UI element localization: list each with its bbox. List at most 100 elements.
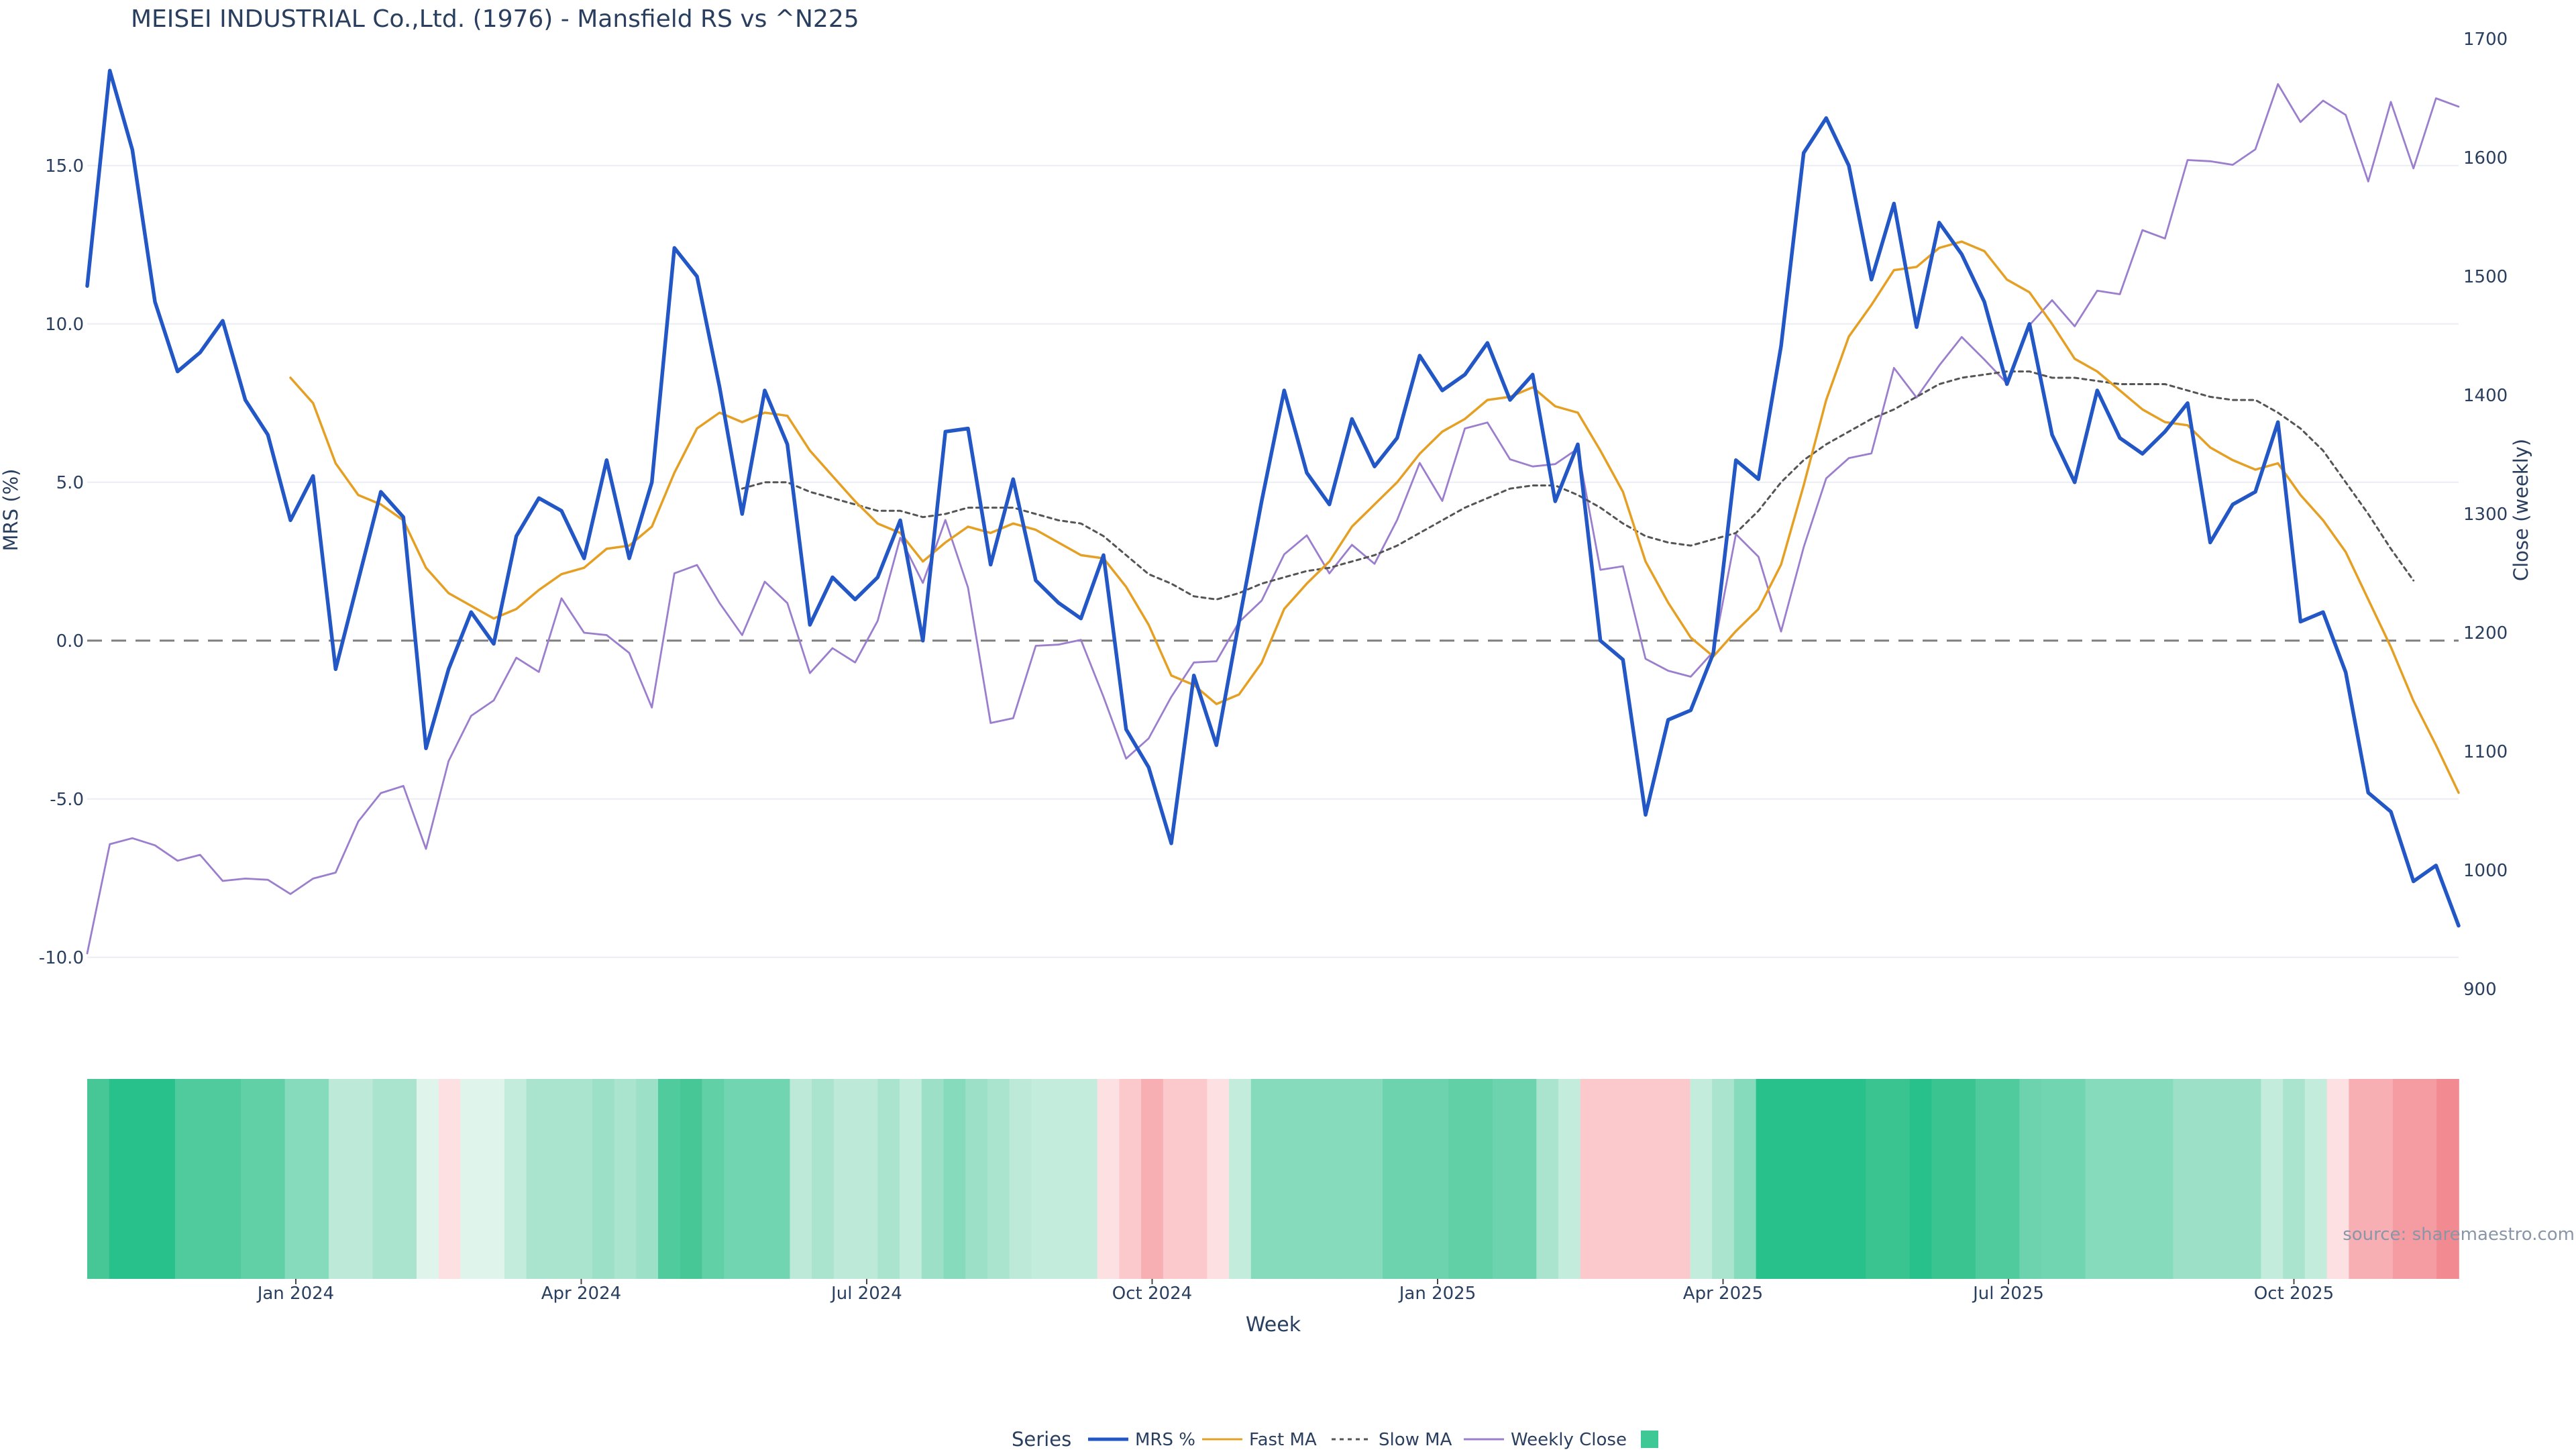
- heat-cell: [1097, 1079, 1120, 1279]
- x-tick-label: Jul 2024: [830, 1284, 902, 1304]
- heat-cell: [1426, 1079, 1450, 1279]
- x-tick-label: Jan 2024: [256, 1284, 335, 1304]
- heat-cell: [482, 1079, 505, 1279]
- heat-cell: [592, 1079, 615, 1279]
- heat-cell: [1360, 1079, 1383, 1279]
- heat-cell: [504, 1079, 527, 1279]
- heat-cell: [767, 1079, 791, 1279]
- heat-cell: [174, 1079, 198, 1279]
- left-tick-label: -5.0: [50, 790, 84, 810]
- x-tick-label: Oct 2024: [1112, 1284, 1192, 1304]
- heat-cell: [1712, 1079, 1735, 1279]
- heat-cell: [1273, 1079, 1296, 1279]
- heat-cell: [2261, 1079, 2284, 1279]
- heat-cell: [1624, 1079, 1647, 1279]
- heat-cell: [1383, 1079, 1405, 1279]
- heat-cell: [1931, 1079, 1954, 1279]
- left-tick-label: 0.0: [56, 631, 84, 652]
- x-tick-label: Oct 2025: [2254, 1284, 2334, 1304]
- heat-strip: [87, 1079, 2459, 1279]
- heat-cell: [2085, 1079, 2108, 1279]
- source-note: source: sharemaestro.com: [2343, 1225, 2575, 1245]
- heat-cell: [460, 1079, 483, 1279]
- right-tick-label: 1400: [2463, 386, 2508, 406]
- heat-cell: [1953, 1079, 1976, 1279]
- series-line-fast-ma: [289, 240, 2460, 794]
- heat-cell: [1492, 1079, 1515, 1279]
- heat-cell: [614, 1079, 637, 1279]
- heat-cell: [2019, 1079, 2042, 1279]
- legend-title: Series: [1012, 1428, 1071, 1449]
- heat-cell: [1404, 1079, 1428, 1279]
- heat-cell: [2392, 1079, 2416, 1279]
- heat-cell: [1536, 1079, 1559, 1279]
- heat-cell: [394, 1079, 417, 1279]
- heat-cell: [1975, 1079, 1998, 1279]
- heat-cell: [2283, 1079, 2306, 1279]
- right-tick-label: 1500: [2463, 267, 2508, 287]
- heat-cell: [197, 1079, 220, 1279]
- series-line-weekly-close: [86, 83, 2460, 955]
- heat-cell: [1250, 1079, 1274, 1279]
- right-tick-label: 1100: [2463, 742, 2508, 762]
- heat-cell: [570, 1079, 593, 1279]
- legend-label-weekly-close: Weekly Close: [1511, 1430, 1627, 1449]
- heat-cell: [1053, 1079, 1076, 1279]
- heat-cell: [2304, 1079, 2328, 1279]
- heat-cell: [790, 1079, 812, 1279]
- heat-cell: [1075, 1079, 1098, 1279]
- heat-cell: [2151, 1079, 2174, 1279]
- legend-items: MRS % Fast MA Slow MA Weekly Close: [1088, 1430, 1658, 1450]
- heat-cell: [965, 1079, 988, 1279]
- x-tick-label: Jul 2025: [1972, 1284, 2044, 1304]
- x-axis-label: Week: [1246, 1313, 1301, 1337]
- heat-cell: [262, 1079, 286, 1279]
- heat-cell: [833, 1079, 857, 1279]
- heat-cell: [307, 1079, 329, 1279]
- heat-cell: [921, 1079, 945, 1279]
- heat-cell: [1295, 1079, 1318, 1279]
- heat-cell: [2326, 1079, 2350, 1279]
- heat-cell: [1733, 1079, 1757, 1279]
- heat-cell: [438, 1079, 462, 1279]
- heat-cell: [2107, 1079, 2130, 1279]
- heat-cell: [2129, 1079, 2152, 1279]
- left-tick-label: 10.0: [45, 315, 84, 335]
- heat-cell: [1163, 1079, 1186, 1279]
- heat-cell: [1646, 1079, 1669, 1279]
- heat-cell: [1470, 1079, 1493, 1279]
- heat-cell: [1778, 1079, 1801, 1279]
- heat-cell: [2063, 1079, 2086, 1279]
- right-tick-label: 1000: [2463, 861, 2508, 881]
- series-line-mrs: [85, 68, 2461, 928]
- heat-cell: [372, 1079, 396, 1279]
- heat-cell: [1514, 1079, 1538, 1279]
- heat-cell: [416, 1079, 439, 1279]
- heat-cell: [680, 1079, 703, 1279]
- right-tick-label: 900: [2463, 980, 2497, 1000]
- heat-cell: [1690, 1079, 1713, 1279]
- heat-cell: [2349, 1079, 2371, 1279]
- left-tick-label: -10.0: [39, 948, 84, 968]
- heat-cell: [241, 1079, 264, 1279]
- heat-cell: [987, 1079, 1010, 1279]
- heat-cell: [284, 1079, 308, 1279]
- heat-cell: [1756, 1079, 1779, 1279]
- heat-cell: [1141, 1079, 1164, 1279]
- heat-cell: [87, 1079, 110, 1279]
- heat-cell: [350, 1079, 374, 1279]
- heat-cell: [153, 1079, 176, 1279]
- left-axis-label: MRS (%): [0, 469, 22, 552]
- legend-label-mrs: MRS %: [1135, 1430, 1195, 1449]
- heat-cell: [2041, 1079, 2064, 1279]
- heat-cell: [943, 1079, 967, 1279]
- legend-swatch-heat: [1641, 1431, 1658, 1448]
- legend-label-slow-ma: Slow MA: [1379, 1430, 1452, 1449]
- heat-cell: [1602, 1079, 1625, 1279]
- heat-cell: [1866, 1079, 1888, 1279]
- heat-cell: [1909, 1079, 1933, 1279]
- heat-cell: [1009, 1079, 1032, 1279]
- heat-cell: [1558, 1079, 1581, 1279]
